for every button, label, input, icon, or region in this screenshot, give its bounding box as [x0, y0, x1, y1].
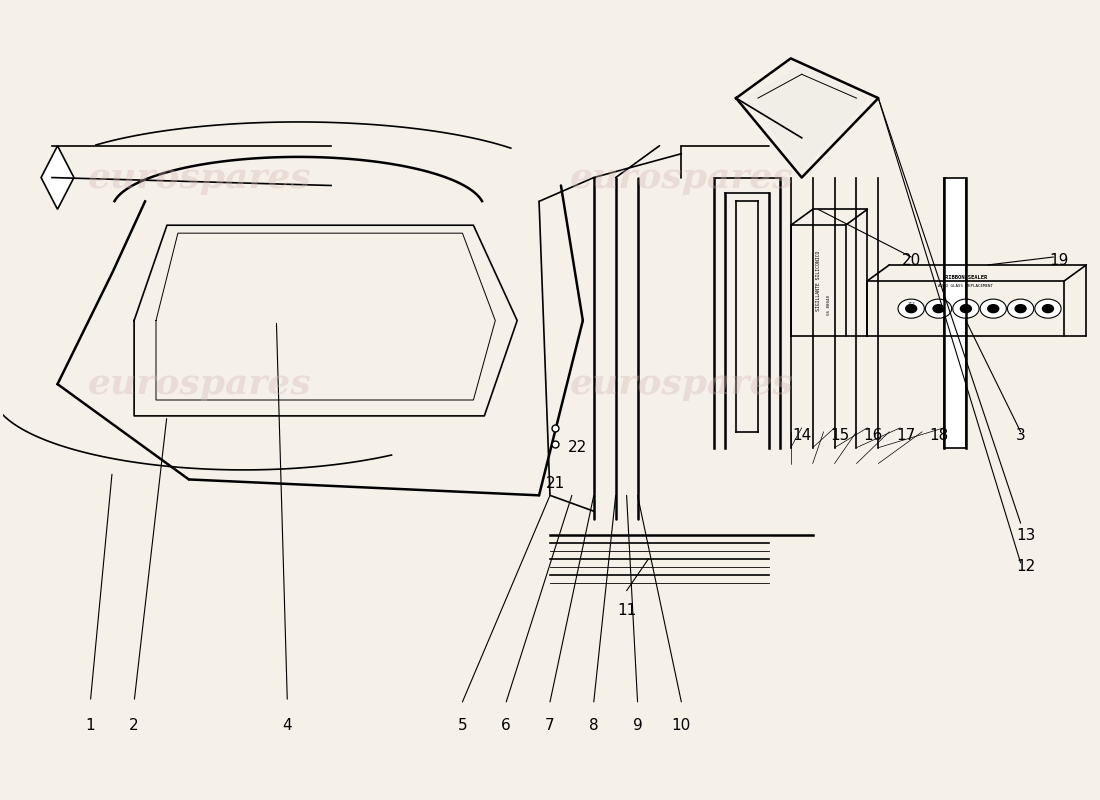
Text: 20: 20 — [902, 254, 921, 269]
Text: 10: 10 — [672, 718, 691, 734]
Text: 6: 6 — [502, 718, 512, 734]
Circle shape — [960, 305, 971, 313]
Text: 17: 17 — [896, 428, 915, 443]
Text: 212: 212 — [908, 302, 915, 306]
Text: 5: 5 — [458, 718, 468, 734]
Text: 15: 15 — [830, 428, 849, 443]
Text: 12: 12 — [1016, 559, 1036, 574]
Text: SIGILLANTE SILICONICO: SIGILLANTE SILICONICO — [815, 250, 821, 311]
Text: eurospares: eurospares — [88, 161, 311, 194]
Text: 13: 13 — [1016, 527, 1036, 542]
Text: GS 80048: GS 80048 — [827, 294, 832, 314]
Circle shape — [925, 299, 952, 318]
Polygon shape — [747, 66, 868, 170]
Circle shape — [1015, 305, 1026, 313]
Text: 7: 7 — [546, 718, 554, 734]
Circle shape — [898, 299, 924, 318]
Text: 9: 9 — [632, 718, 642, 734]
Text: 2: 2 — [130, 718, 139, 734]
Text: 3: 3 — [1015, 428, 1025, 443]
Polygon shape — [944, 178, 966, 448]
Text: eurospares: eurospares — [88, 367, 311, 401]
Circle shape — [988, 305, 999, 313]
Text: eurospares: eurospares — [570, 161, 793, 194]
Circle shape — [905, 305, 916, 313]
Text: 4: 4 — [283, 718, 293, 734]
Text: 14: 14 — [792, 428, 812, 443]
Text: 21: 21 — [546, 476, 565, 491]
Circle shape — [953, 299, 979, 318]
Text: 11: 11 — [617, 603, 636, 618]
Circle shape — [1035, 299, 1062, 318]
Text: eurospares: eurospares — [570, 367, 793, 401]
Circle shape — [1008, 299, 1034, 318]
Text: 19: 19 — [1049, 254, 1068, 269]
Text: 18: 18 — [928, 428, 948, 443]
Text: AUTO GLASS REPLACEMENT: AUTO GLASS REPLACEMENT — [938, 283, 993, 287]
Text: 1: 1 — [86, 718, 95, 734]
Text: 16: 16 — [864, 428, 882, 443]
Text: RIBBON SEALER: RIBBON SEALER — [945, 275, 987, 280]
Circle shape — [980, 299, 1006, 318]
Text: 22: 22 — [568, 440, 587, 455]
Circle shape — [933, 305, 944, 313]
Text: 8: 8 — [588, 718, 598, 734]
Polygon shape — [41, 146, 74, 210]
Circle shape — [1043, 305, 1054, 313]
